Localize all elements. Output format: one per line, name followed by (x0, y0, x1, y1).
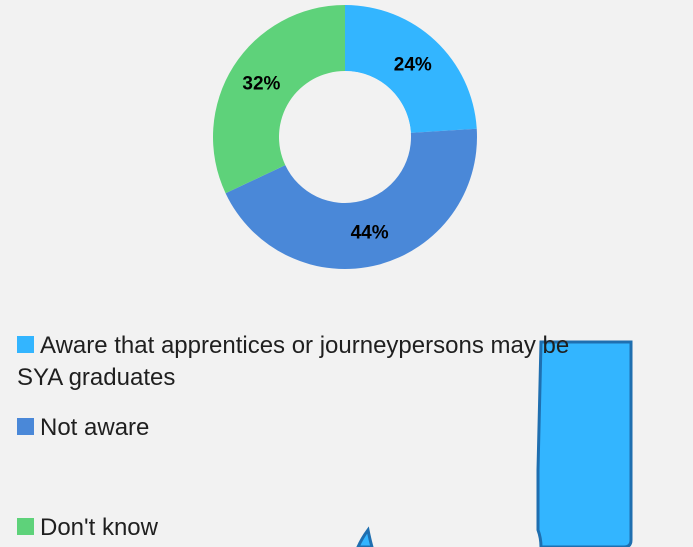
donut-slice-aware (345, 5, 477, 133)
legend-label-aware-cont: SYA graduates (17, 364, 176, 391)
donut-hole (279, 71, 411, 203)
arrow-callout-body (536, 340, 633, 547)
arrow-head-tip (356, 526, 374, 547)
legend-item-aware: Aware that apprentices or journeypersons… (17, 330, 569, 362)
legend-label-dont-know: Don't know (40, 514, 158, 541)
legend-item-aware-cont: SYA graduates (17, 362, 175, 394)
legend-item-not-aware: Not aware (17, 412, 149, 444)
donut-chart: 24% 44% 32% (212, 5, 477, 270)
legend-swatch-dont-know (17, 518, 34, 535)
donut-slice-dont-know (212, 5, 345, 194)
legend-swatch-aware (17, 336, 34, 353)
data-label-dont-know: 32% (242, 73, 280, 94)
legend-label-not-aware: Not aware (40, 414, 150, 441)
legend-label-aware: Aware that apprentices or journeypersons… (40, 332, 570, 359)
donut-slice-not-aware (225, 128, 477, 270)
data-label-not-aware: 44% (351, 222, 389, 243)
legend-swatch-not-aware (17, 418, 34, 435)
legend-item-dont-know: Don't know (17, 512, 158, 544)
data-label-aware: 24% (394, 54, 432, 75)
